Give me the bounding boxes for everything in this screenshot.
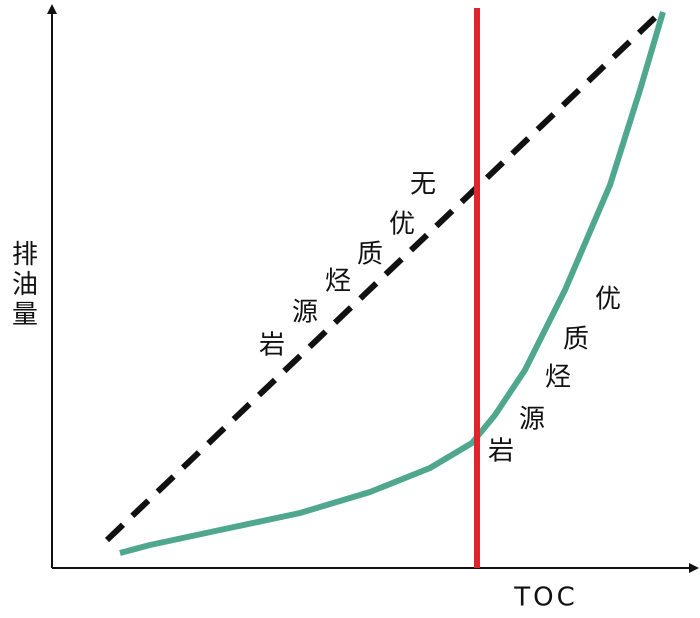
label-char: 优	[595, 285, 621, 315]
y-axis-label: 排油量	[8, 240, 38, 330]
label-char: 无	[410, 170, 436, 200]
label-char: 优	[389, 210, 415, 240]
dashed-line	[104, 7, 666, 543]
label-char: 源	[292, 298, 318, 328]
label-char: 岩	[488, 437, 514, 467]
label-char: 烃	[545, 363, 571, 393]
x-axis-label: TOC	[513, 583, 578, 613]
label-char: 烃	[325, 267, 351, 297]
label-char: 源	[519, 405, 545, 435]
label-char: 质	[563, 325, 589, 355]
label-char: 岩	[259, 331, 285, 361]
label-char: 质	[357, 240, 383, 270]
curve	[119, 11, 666, 556]
